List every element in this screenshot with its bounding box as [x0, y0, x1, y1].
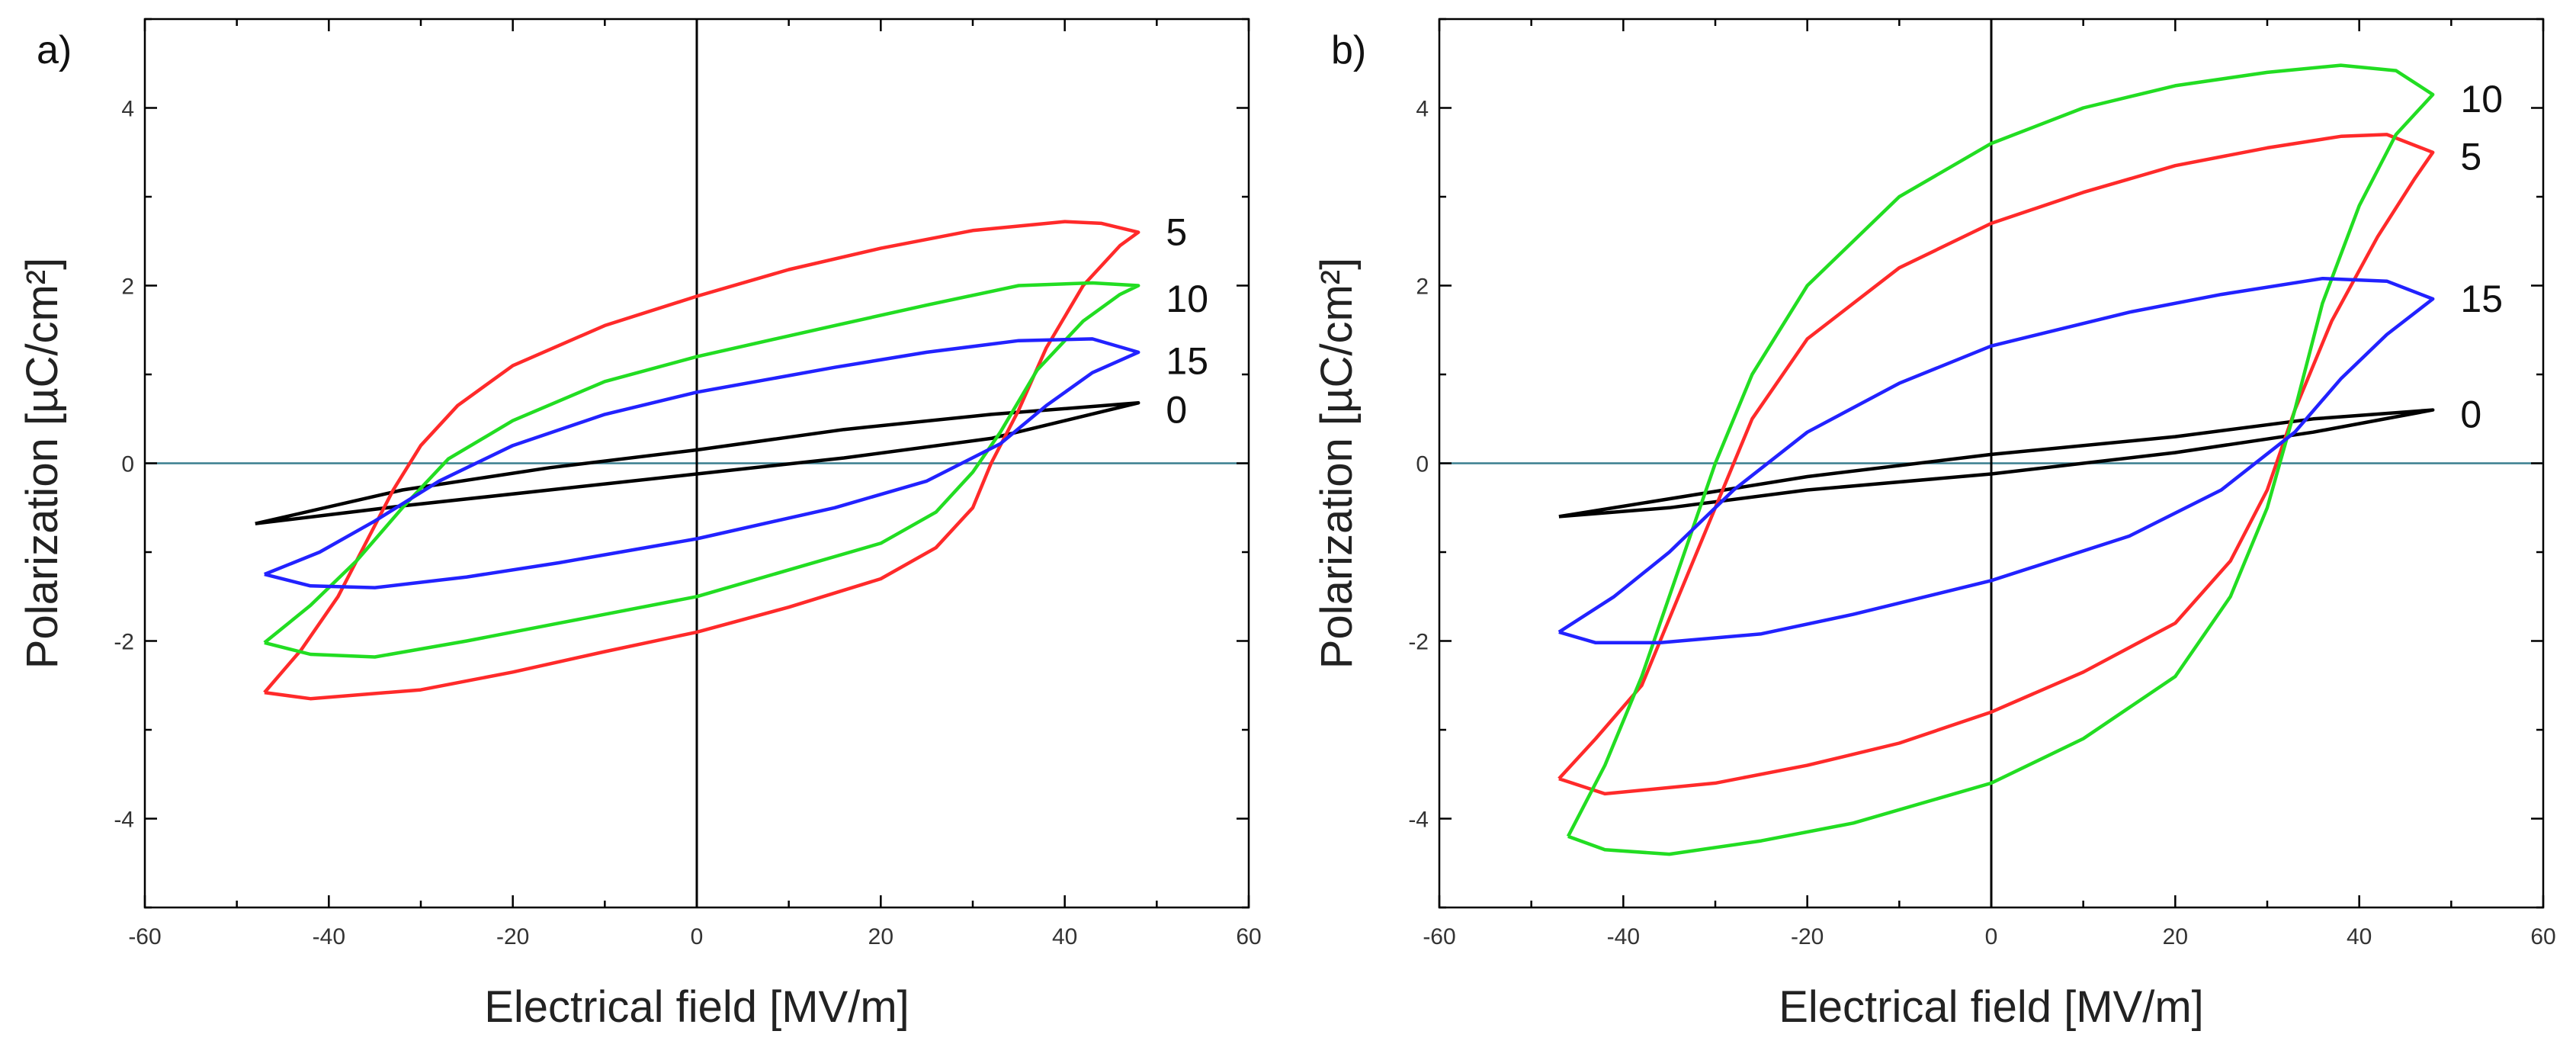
- x-tick-label: -60: [1423, 924, 1455, 949]
- x-tick-label: 0: [691, 924, 704, 949]
- hysteresis-loop-5: [263, 220, 1140, 701]
- x-tick-label: -20: [1791, 924, 1824, 949]
- x-tick-label: -20: [496, 924, 529, 949]
- hysteresis-loop-10: [1566, 63, 2435, 856]
- y-tick-label: -2: [1408, 630, 1429, 655]
- x-tick-label: -40: [1607, 924, 1640, 949]
- x-tick-label: -40: [313, 924, 345, 949]
- panel-label: a): [37, 28, 72, 72]
- curve-label-0: 0: [1166, 389, 1187, 432]
- curve-label-0: 0: [2460, 393, 2481, 435]
- y-tick-label: -4: [1408, 808, 1429, 833]
- x-tick-label: -60: [128, 924, 161, 949]
- x-tick-label: 0: [1985, 924, 1998, 949]
- x-tick-label: 40: [2347, 924, 2372, 949]
- y-tick-label: 0: [1416, 452, 1429, 477]
- hysteresis-loop-5: [1557, 133, 2435, 796]
- panel-label: b): [1331, 28, 1366, 72]
- y-tick-label: 2: [1416, 275, 1429, 300]
- hysteresis-loop-15: [264, 337, 1140, 589]
- y-tick-label: 4: [1416, 97, 1429, 122]
- hysteresis-loop-15: [1557, 276, 2435, 645]
- x-tick-label: 60: [2530, 924, 2555, 949]
- curve-label-10: 10: [2460, 78, 2503, 120]
- curve-label-15: 15: [1166, 340, 1208, 383]
- curve-label-15: 15: [2460, 278, 2503, 320]
- x-tick-label: 40: [1052, 924, 1077, 949]
- x-axis-title: Electrical field [MV/m]: [484, 982, 909, 1032]
- hysteresis-loop-10: [263, 281, 1140, 659]
- y-tick-label: 4: [121, 97, 134, 122]
- y-axis-title: Polarization [µC/cm²]: [1312, 258, 1362, 669]
- y-tick-label: 2: [121, 275, 134, 300]
- curve-label-5: 5: [2460, 136, 2481, 178]
- hysteresis-loop-0: [1558, 408, 2435, 519]
- hysteresis-loop-0: [255, 401, 1140, 525]
- curve-label-5: 5: [1166, 211, 1187, 254]
- curve-label-10: 10: [1166, 278, 1208, 320]
- y-tick-label: -4: [114, 808, 134, 833]
- y-axis-title: Polarization [µC/cm²]: [18, 258, 67, 669]
- y-tick-label: 0: [121, 452, 134, 477]
- x-tick-label: 20: [2163, 924, 2188, 949]
- x-tick-label: 20: [868, 924, 893, 949]
- y-tick-label: -2: [114, 630, 134, 655]
- x-tick-label: 60: [1236, 924, 1261, 949]
- x-axis-title: Electrical field [MV/m]: [1779, 982, 2204, 1032]
